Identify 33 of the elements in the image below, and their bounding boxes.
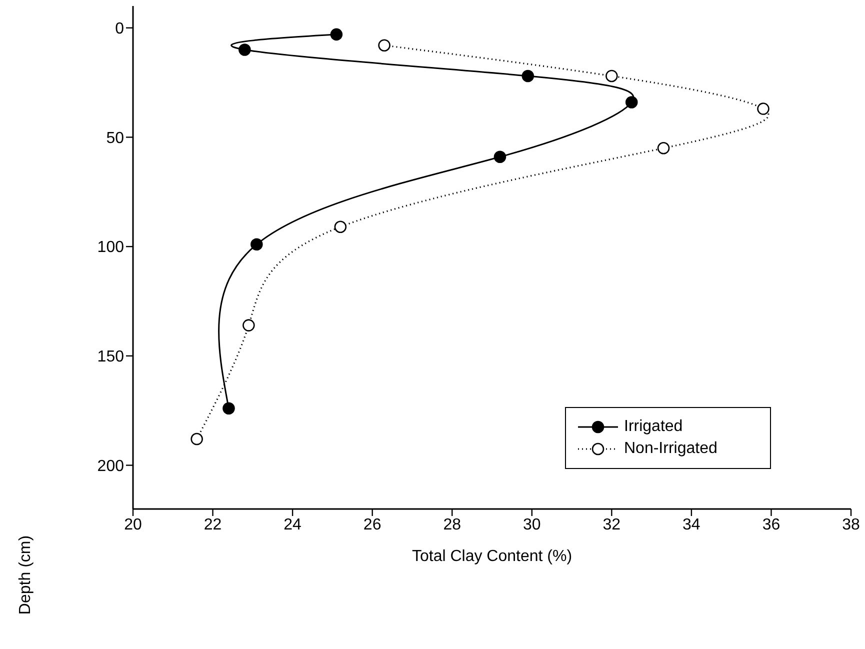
point xyxy=(222,402,235,415)
x-axis-title: Total Clay Content (%) xyxy=(412,548,572,565)
y-tick-label: 200 xyxy=(97,458,124,475)
x-tick-label: 36 xyxy=(762,516,780,534)
y-tick-label: 150 xyxy=(97,348,124,366)
x-tick-label: 34 xyxy=(682,516,700,534)
x-tick-label: 26 xyxy=(363,516,382,534)
y-tick-label: 100 xyxy=(97,239,124,256)
x-tick-label: 22 xyxy=(204,516,222,534)
point xyxy=(238,44,251,56)
point xyxy=(330,28,343,41)
x-tick-label: 24 xyxy=(284,516,302,534)
point xyxy=(757,102,770,115)
point xyxy=(606,70,618,82)
point xyxy=(625,96,638,108)
point xyxy=(250,238,263,251)
x-tick-label: 28 xyxy=(443,516,462,534)
y-tick-label: 50 xyxy=(106,130,124,147)
x-tick-label: 20 xyxy=(124,516,142,534)
point xyxy=(494,150,506,164)
point xyxy=(334,220,347,234)
point xyxy=(657,142,670,154)
point xyxy=(378,39,390,52)
y-axis-title: Depth (cm) xyxy=(17,535,35,615)
x-tick-label: 32 xyxy=(602,516,621,534)
point xyxy=(242,319,255,332)
x-tick-label: 38 xyxy=(842,516,860,534)
x-tick-label: 30 xyxy=(522,516,541,534)
point xyxy=(522,70,534,82)
legend-label: Irrigated xyxy=(624,418,683,436)
legend-label: Non-Irrigated xyxy=(624,440,718,458)
y-tick-label: 0 xyxy=(115,20,124,38)
point xyxy=(190,432,203,446)
